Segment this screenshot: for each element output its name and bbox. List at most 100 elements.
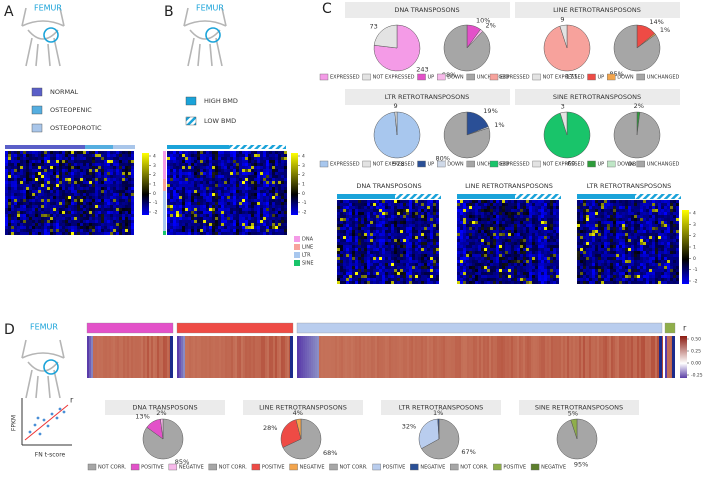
heatmap-cell: [424, 212, 427, 215]
heatmap-cell: [173, 196, 176, 199]
annotation-bar: [167, 145, 229, 149]
heatmap-cell: [373, 266, 376, 269]
heatmap-cell: [415, 224, 418, 227]
heatmap-cell: [592, 251, 595, 254]
heatmap-cell: [529, 230, 532, 233]
pie-slice: [394, 111, 398, 136]
heatmap-cell: [610, 239, 613, 242]
heatmap-cell: [607, 233, 610, 236]
heatmap-cell: [430, 221, 433, 224]
heatmap-cell: [625, 230, 628, 233]
heatmap-cell: [346, 275, 349, 278]
heatmap-cell: [628, 269, 631, 272]
legend-label: NOT EXPRESSED: [373, 162, 415, 168]
heatmap-cell: [101, 151, 104, 154]
heatmap-cell: [610, 230, 613, 233]
heatmap-cell: [200, 202, 203, 205]
heatmap-cell: [364, 230, 367, 233]
heatmap-cell: [89, 214, 92, 217]
heatmap-cell: [212, 175, 215, 178]
heatmap-cell: [469, 278, 472, 281]
heatmap-cell: [406, 212, 409, 215]
heatmap-cell: [529, 281, 532, 284]
heatmap-cell: [242, 175, 245, 178]
heatmap-cell: [361, 248, 364, 251]
heatmap-cell: [32, 208, 35, 211]
heatmap-cell: [577, 233, 580, 236]
heatmap-cell: [77, 190, 80, 193]
heatmap-cell: [119, 187, 122, 190]
heatmap-cell: [490, 248, 493, 251]
heatmap-cell: [176, 220, 179, 223]
heatmap-cell: [17, 220, 20, 223]
heatmap-cell: [592, 239, 595, 242]
heatmap-cell: [379, 200, 382, 203]
heatmap-cell: [343, 203, 346, 206]
heatmap-cell: [197, 175, 200, 178]
heatmap-cell: [397, 203, 400, 206]
heatmap-cell: [508, 248, 511, 251]
heatmap-cell: [508, 221, 511, 224]
heatmap-cell: [170, 217, 173, 220]
heatmap-cell: [532, 251, 535, 254]
heatmap-cell: [637, 218, 640, 221]
heatmap-cell: [625, 251, 628, 254]
heatmap-cell: [607, 260, 610, 263]
heatmap-cell: [65, 163, 68, 166]
heatmap-cell: [547, 230, 550, 233]
heatmap-cell: [631, 206, 634, 209]
heatmap: [337, 200, 439, 284]
heatmap-cell: [364, 260, 367, 263]
heatmap-cell: [616, 269, 619, 272]
heatmap-cell: [263, 172, 266, 175]
heatmap-cell: [86, 169, 89, 172]
heatmap-cell: [349, 260, 352, 263]
heatmap-cell: [269, 181, 272, 184]
heatmap-cell: [397, 275, 400, 278]
heatmap-cell: [257, 217, 260, 220]
heatmap-cell: [194, 226, 197, 229]
heatmap-cell: [424, 218, 427, 221]
heatmap-cell: [487, 257, 490, 260]
heatmap-cell: [200, 220, 203, 223]
heatmap-cell: [604, 245, 607, 248]
heatmap-cell: [185, 196, 188, 199]
heatmap-cell: [272, 172, 275, 175]
heatmap-cell: [493, 239, 496, 242]
heatmap-cell: [14, 166, 17, 169]
heatmap-cell: [637, 248, 640, 251]
heatmap-cell: [194, 196, 197, 199]
heatmap-cell: [275, 178, 278, 181]
heatmap-cell: [595, 278, 598, 281]
heatmap-cell: [41, 160, 44, 163]
heatmap-cell: [173, 187, 176, 190]
heatmap-cell: [62, 229, 65, 232]
heatmap-cell: [496, 275, 499, 278]
heatmap-cell: [544, 227, 547, 230]
heatmap-cell: [391, 230, 394, 233]
heatmap-cell: [14, 232, 17, 235]
heatmap-cell: [478, 242, 481, 245]
heatmap-cell: [400, 245, 403, 248]
heatmap-cell: [583, 221, 586, 224]
heatmap-cell: [131, 181, 134, 184]
heatmap-cell: [490, 230, 493, 233]
heatmap-cell: [361, 236, 364, 239]
heatmap-cell: [586, 251, 589, 254]
heatmap-cell: [65, 175, 68, 178]
heatmap-cell: [466, 233, 469, 236]
heatmap-cell: [128, 157, 131, 160]
heatmap-cell: [116, 211, 119, 214]
heatmap-cell: [481, 260, 484, 263]
heatmap-cell: [637, 278, 640, 281]
heatmap-cell: [239, 208, 242, 211]
heatmap-cell: [62, 157, 65, 160]
heatmap-cell: [176, 232, 179, 235]
heatmap-cell: [544, 212, 547, 215]
heatmap-cell: [185, 223, 188, 226]
heatmap-cell: [185, 169, 188, 172]
heatmap-cell: [227, 229, 230, 232]
heatmap-cell: [394, 203, 397, 206]
heatmap-cell: [248, 181, 251, 184]
heatmap-cell: [463, 227, 466, 230]
